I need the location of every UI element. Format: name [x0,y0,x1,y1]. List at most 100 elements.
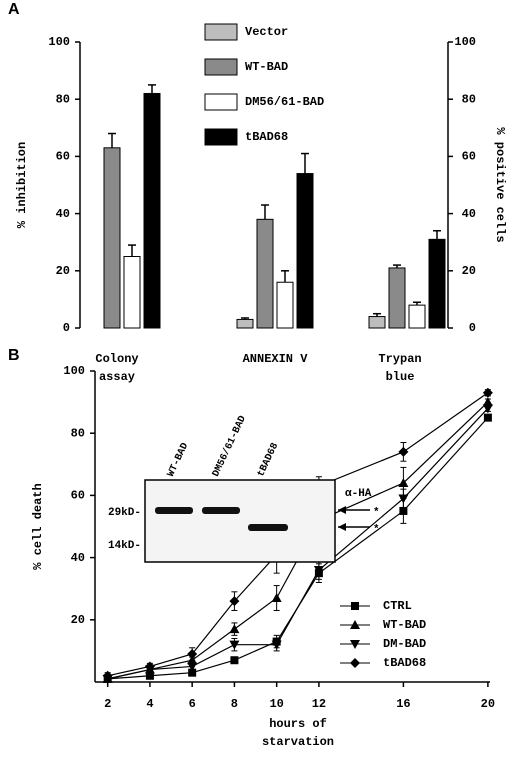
marker [398,446,409,457]
legend-label: CTRL [383,599,412,613]
lane-label: WT-BAD [166,442,191,479]
marker [188,668,197,677]
band-label: * [373,524,380,536]
y2-tick-label: 100 [454,35,476,49]
marker [398,494,409,504]
marker [271,593,282,603]
legend-swatch [204,93,238,111]
bar [408,304,426,329]
y-tick-label: 60 [56,150,70,164]
marker [144,661,155,672]
legend-label: WT-BAD [245,60,288,74]
bar [276,281,294,329]
y-tick-label: 0 [63,321,70,335]
legend-label: WT-BAD [383,618,426,632]
series-line [107,407,489,680]
marker [229,640,240,650]
y-tick-label: 20 [56,264,70,278]
marker [483,413,492,422]
y-tick-label: 40 [71,551,85,565]
x-tick-label: 2 [104,697,111,711]
bar [368,316,386,329]
y-tick-label: 100 [48,35,70,49]
bar [103,147,121,329]
lane-label: DM56/61-BAD [210,414,249,479]
y-tick-label: 40 [56,207,70,221]
legend-swatch [204,23,238,41]
bar [296,173,314,329]
x-tick-label: 16 [396,697,410,711]
series-line [107,392,489,677]
marker [187,662,198,672]
x-tick-label: 12 [312,697,326,711]
x-tick-label: 8 [231,697,238,711]
blot [144,479,336,563]
arrow-head [338,506,346,514]
marker [229,624,240,634]
legend-swatch [204,128,238,146]
band-label: * [373,507,380,519]
blot-band [155,507,193,514]
series-line [107,401,489,680]
bar [256,218,274,329]
bar [428,238,446,329]
bar [388,267,406,329]
marker [482,387,493,398]
y2-tick-label: 80 [462,92,476,106]
x-tick-label: 4 [146,697,153,711]
marker [313,566,324,576]
x-tick-label: Trypan blue [378,352,422,384]
marker [271,640,282,650]
bar [123,256,141,329]
y-tick-label: 80 [71,426,85,440]
marker [350,640,360,649]
y-axis-label: % inhibition [15,142,29,228]
marker [350,658,360,668]
y2-tick-label: 40 [462,207,476,221]
y-tick-label: 60 [71,489,85,503]
bar [143,92,161,329]
legend-swatch [204,58,238,76]
x-axis-label: hours of starvation [261,717,334,749]
marker [187,649,198,660]
bar [236,318,254,329]
marker [399,506,408,515]
x-tick-label: 20 [481,697,495,711]
y-tick-label: 80 [56,92,70,106]
legend-label: tBAD68 [383,656,426,670]
x-tick-label: ANNEXIN V [242,352,308,366]
x-tick-label: Colony assay [95,352,139,384]
y2-tick-label: 20 [462,264,476,278]
blot-band [248,524,288,531]
legend-label: DM56/61-BAD [245,95,324,109]
legend-label: Vector [245,25,288,39]
marker [398,477,409,487]
x-tick-label: 10 [269,697,283,711]
blot-band [202,507,240,514]
x-tick-label: 6 [189,697,196,711]
panel-label: A [8,1,20,18]
marker [229,596,240,607]
series-line [107,417,489,680]
y2-axis-label: % positive cells [493,127,507,242]
lane-label: tBAD68 [256,442,281,479]
marker [102,670,113,681]
legend-label: tBAD68 [245,130,288,144]
y-tick-label: 100 [63,364,85,378]
y2-tick-label: 60 [462,150,476,164]
legend-label: DM-BAD [383,637,426,651]
mw-marker: 29kD- [108,507,141,519]
y-axis-label: % cell death [31,483,45,569]
marker [230,656,239,665]
panel-label: B [8,347,20,364]
marker [351,602,359,610]
y2-tick-label: 0 [469,321,476,335]
marker [350,620,360,629]
marker [145,671,154,680]
marker [482,404,493,414]
marker [482,397,493,407]
arrow-head [338,523,346,531]
mw-marker: 14kD- [108,540,141,552]
